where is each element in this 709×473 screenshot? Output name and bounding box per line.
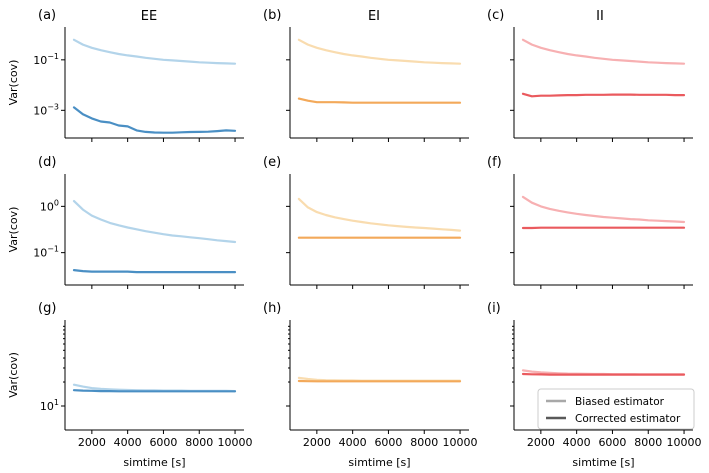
panel-label: (d) — [38, 155, 56, 170]
series-line-biased — [72, 200, 237, 244]
column-title-ee: EE — [141, 9, 157, 24]
series-line-biased — [521, 38, 686, 65]
series-line-biased — [521, 195, 686, 224]
y-axis-title: Var(cov) — [7, 352, 20, 398]
series-line-corrected — [521, 92, 686, 98]
x-tick-label: 6000 — [149, 436, 177, 449]
x-tick-label: 10000 — [667, 436, 702, 449]
column-titles: EE EI II — [141, 9, 604, 24]
series-line-corrected — [72, 269, 237, 274]
x-axis-title: simtime [s] — [123, 456, 185, 469]
panel-d: 100 10−1 (d) Var(cov) — [7, 155, 244, 289]
x-tick-label: 8000 — [185, 436, 213, 449]
series-line-corrected — [297, 97, 462, 104]
panel-label: (f) — [487, 155, 502, 170]
series-line-corrected — [72, 389, 237, 393]
series-line-biased — [72, 38, 237, 65]
x-tick-label: 4000 — [563, 436, 591, 449]
x-axis-title: simtime [s] — [572, 456, 634, 469]
panel-b: (b) — [263, 8, 469, 142]
x-tick-label: 8000 — [410, 436, 438, 449]
legend-box — [537, 388, 695, 430]
panel-label: (b) — [263, 8, 281, 23]
y-tick-label: 10−3 — [33, 102, 59, 117]
x-tick-label: 4000 — [114, 436, 142, 449]
series-line-biased — [297, 38, 462, 65]
series-line-corrected — [521, 372, 686, 376]
panel-h: 2000 4000 6000 8000 10000 (h) simtime [s] — [263, 301, 478, 469]
panels: 10−1 10−3 (a) Var(cov) (b) (c) 100 10−1 (d) Var(c… — [7, 8, 702, 469]
x-tick-label: 2000 — [527, 436, 555, 449]
x-tick-label: 4000 — [339, 436, 367, 449]
panel-f: (f) — [487, 155, 693, 289]
series-line-corrected — [72, 106, 237, 134]
x-tick-label: 2000 — [78, 436, 106, 449]
y-axis-title: Var(cov) — [7, 60, 20, 106]
x-tick-label: 6000 — [374, 436, 402, 449]
y-tick-label: 100 — [40, 198, 59, 213]
x-axis-title: simtime [s] — [348, 456, 410, 469]
panel-i: 2000 4000 6000 8000 10000 (i) simtime [s] — [487, 301, 702, 469]
y-tick-label: 10−1 — [33, 245, 59, 260]
y-tick-label: 101 — [40, 398, 59, 413]
x-tick-label: 10000 — [443, 436, 478, 449]
legend-label-corrected: Corrected estimator — [575, 413, 681, 425]
x-tick-label: 10000 — [218, 436, 253, 449]
column-title-ei: EI — [368, 9, 380, 24]
series-line-biased — [297, 197, 462, 232]
panel-g: 101 2000 4000 6000 8000 10000 (g) Var(cov) simti… — [7, 301, 253, 469]
legend-label-biased: Biased estimator — [575, 396, 665, 408]
y-tick-label: 10−1 — [33, 52, 59, 67]
panel-label: (c) — [487, 8, 504, 23]
panel-label: (h) — [263, 301, 281, 316]
panel-e: (e) — [263, 155, 469, 289]
panel-a: 10−1 10−3 (a) Var(cov) — [7, 8, 244, 142]
panel-label: (i) — [487, 301, 501, 316]
legend: Biased estimator Corrected estimator — [537, 388, 695, 430]
panel-label: (a) — [38, 8, 56, 23]
panel-label: (g) — [38, 301, 56, 316]
x-tick-label: 2000 — [303, 436, 331, 449]
y-axis-title: Var(cov) — [7, 207, 20, 253]
x-tick-label: 8000 — [634, 436, 662, 449]
panel-c: (c) — [487, 8, 693, 142]
x-tick-label: 6000 — [598, 436, 626, 449]
column-title-ii: II — [596, 9, 604, 24]
panel-label: (e) — [263, 155, 281, 170]
